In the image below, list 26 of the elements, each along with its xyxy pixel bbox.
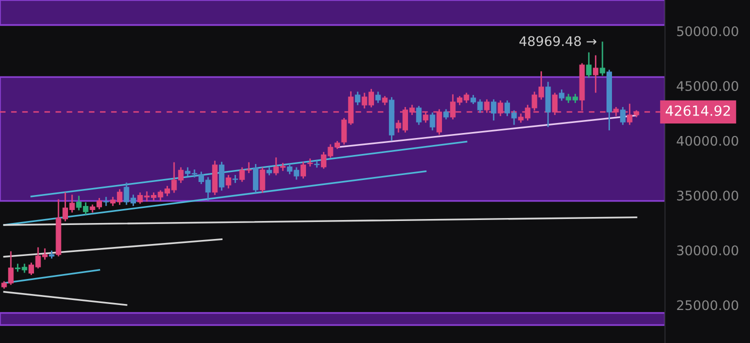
candlestick <box>430 112 436 130</box>
y-tick-label: 40000.00 <box>676 136 738 146</box>
candlestick <box>300 162 306 179</box>
y-tick-label: 30000.00 <box>677 245 738 256</box>
candlestick <box>307 158 313 166</box>
y-tick-label: 35000.00 <box>677 190 738 201</box>
ref-line-label: 42614.92 <box>666 105 730 116</box>
candlestick <box>260 167 266 193</box>
candlestick <box>600 42 606 76</box>
candlestick <box>592 55 598 93</box>
candlestick <box>103 196 109 206</box>
candlestick <box>620 107 626 125</box>
candlestick <box>490 99 496 120</box>
candlestick <box>586 52 592 78</box>
candlestick <box>375 92 381 103</box>
candlestick <box>232 174 238 183</box>
candlestick <box>354 92 360 106</box>
y-tick-label: 50000.00 <box>677 26 738 36</box>
candlestick <box>252 164 258 193</box>
annotation: 48969.48 → <box>519 36 596 46</box>
candlestick <box>558 89 564 101</box>
y-tick-label: 45000.00 <box>676 81 738 92</box>
candlestick <box>416 106 422 125</box>
candlestick <box>218 162 224 191</box>
y-tick-label: 25000.00 <box>677 300 738 310</box>
candlestick <box>226 174 232 188</box>
